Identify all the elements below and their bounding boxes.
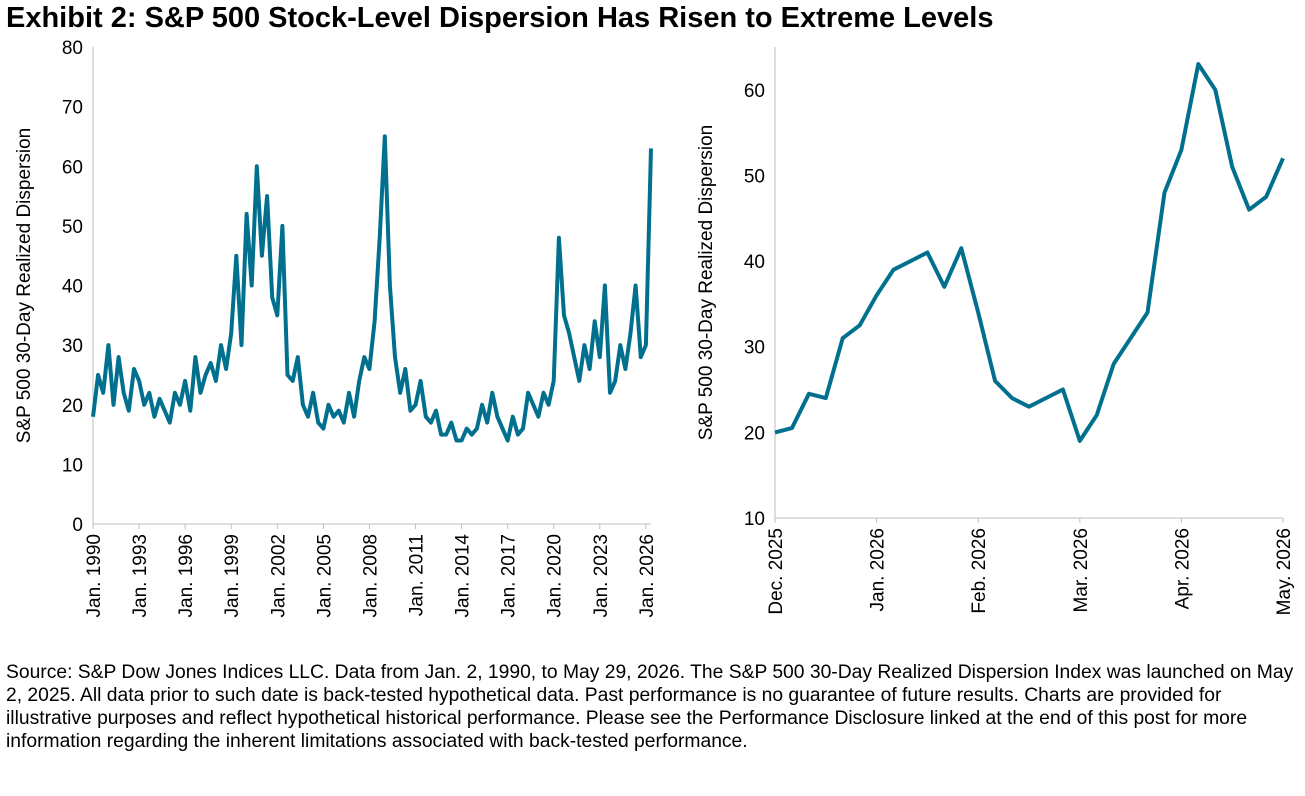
y-tick-label: 60 — [744, 81, 765, 102]
x-tick-label: Feb. 2026 — [969, 528, 990, 614]
y-tick-label: 30 — [744, 338, 765, 359]
x-tick-label: Jan. 1996 — [176, 534, 197, 617]
x-tick-label: Jan. 2026 — [868, 528, 889, 611]
y-tick-label: 20 — [62, 396, 83, 417]
x-tick-label: Jan. 2014 — [453, 534, 474, 618]
x-tick-label: May. 2026 — [1274, 528, 1295, 615]
x-tick-label: Jan. 2002 — [268, 534, 289, 617]
x-tick-label: Jan. 2008 — [360, 534, 381, 617]
y-tick-label: 10 — [62, 455, 83, 476]
chart-title: Exhibit 2: S&P 500 Stock-Level Dispersio… — [6, 2, 994, 34]
x-tick-label: Apr. 2026 — [1172, 528, 1193, 609]
y-tick-label: 70 — [62, 98, 83, 119]
y-axis-label: S&P 500 30-Day Realized Dispersion — [14, 128, 35, 443]
y-tick-label: 50 — [62, 217, 83, 238]
y-tick-label: 40 — [62, 277, 83, 298]
source-note: Source: S&P Dow Jones Indices LLC. Data … — [6, 662, 1294, 752]
x-tick-label: Jan. 2026 — [637, 534, 658, 617]
x-tick-label: Mar. 2026 — [1071, 528, 1092, 613]
y-axis-label: S&P 500 30-Day Realized Dispersion — [696, 125, 717, 440]
y-tick-label: 0 — [72, 515, 83, 536]
data-line — [91, 134, 653, 443]
x-tick-label: Jan. 2005 — [314, 534, 335, 617]
x-tick-label: Jan. 2020 — [545, 534, 566, 617]
y-tick-label: 50 — [744, 166, 765, 187]
x-tick-label: Jan. 1993 — [130, 534, 151, 617]
x-tick-label: Jan. 1999 — [222, 534, 243, 617]
data-line — [774, 62, 1285, 443]
y-tick-label: 30 — [62, 336, 83, 357]
x-tick-label: Jan. 2017 — [499, 534, 520, 617]
y-tick-label: 60 — [62, 157, 83, 178]
x-tick-label: Jan. 2011 — [407, 534, 428, 616]
y-tick-label: 40 — [744, 252, 765, 273]
y-tick-label: 10 — [744, 509, 765, 530]
y-tick-label: 20 — [744, 423, 765, 444]
x-tick-label: Jan. 1990 — [84, 534, 105, 617]
y-tick-label: 80 — [62, 38, 83, 59]
x-tick-label: Jan. 2023 — [591, 534, 612, 617]
charts: 0 10 20 30 40 50 60 70 80 Jan. 1990 Jan. 1993 Jan. … — [14, 38, 1295, 618]
x-tick-label: Dec. 2025 — [766, 528, 787, 615]
